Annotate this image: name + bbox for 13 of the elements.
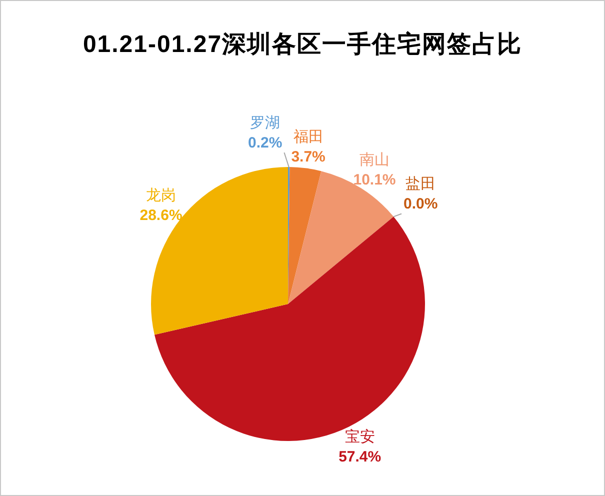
data-label: 28.6% [140,206,182,224]
data-label: 0.2% [248,134,282,152]
data-label: 0.0% [404,196,438,213]
slice-label: 罗湖 [250,114,280,132]
data-label: 3.7% [291,148,326,166]
slice-label: 南山 [360,151,390,168]
slice-label: 福田 [293,128,324,146]
slice-label: 龙岗 [146,186,176,204]
data-label: 10.1% [353,171,396,188]
slice-label: 盐田 [406,176,436,193]
data-label: 57.4% [338,448,382,466]
title: 01.21-01.27深圳各区一手住宅网签占比 [82,31,522,58]
slice-label: 宝安 [344,428,375,446]
